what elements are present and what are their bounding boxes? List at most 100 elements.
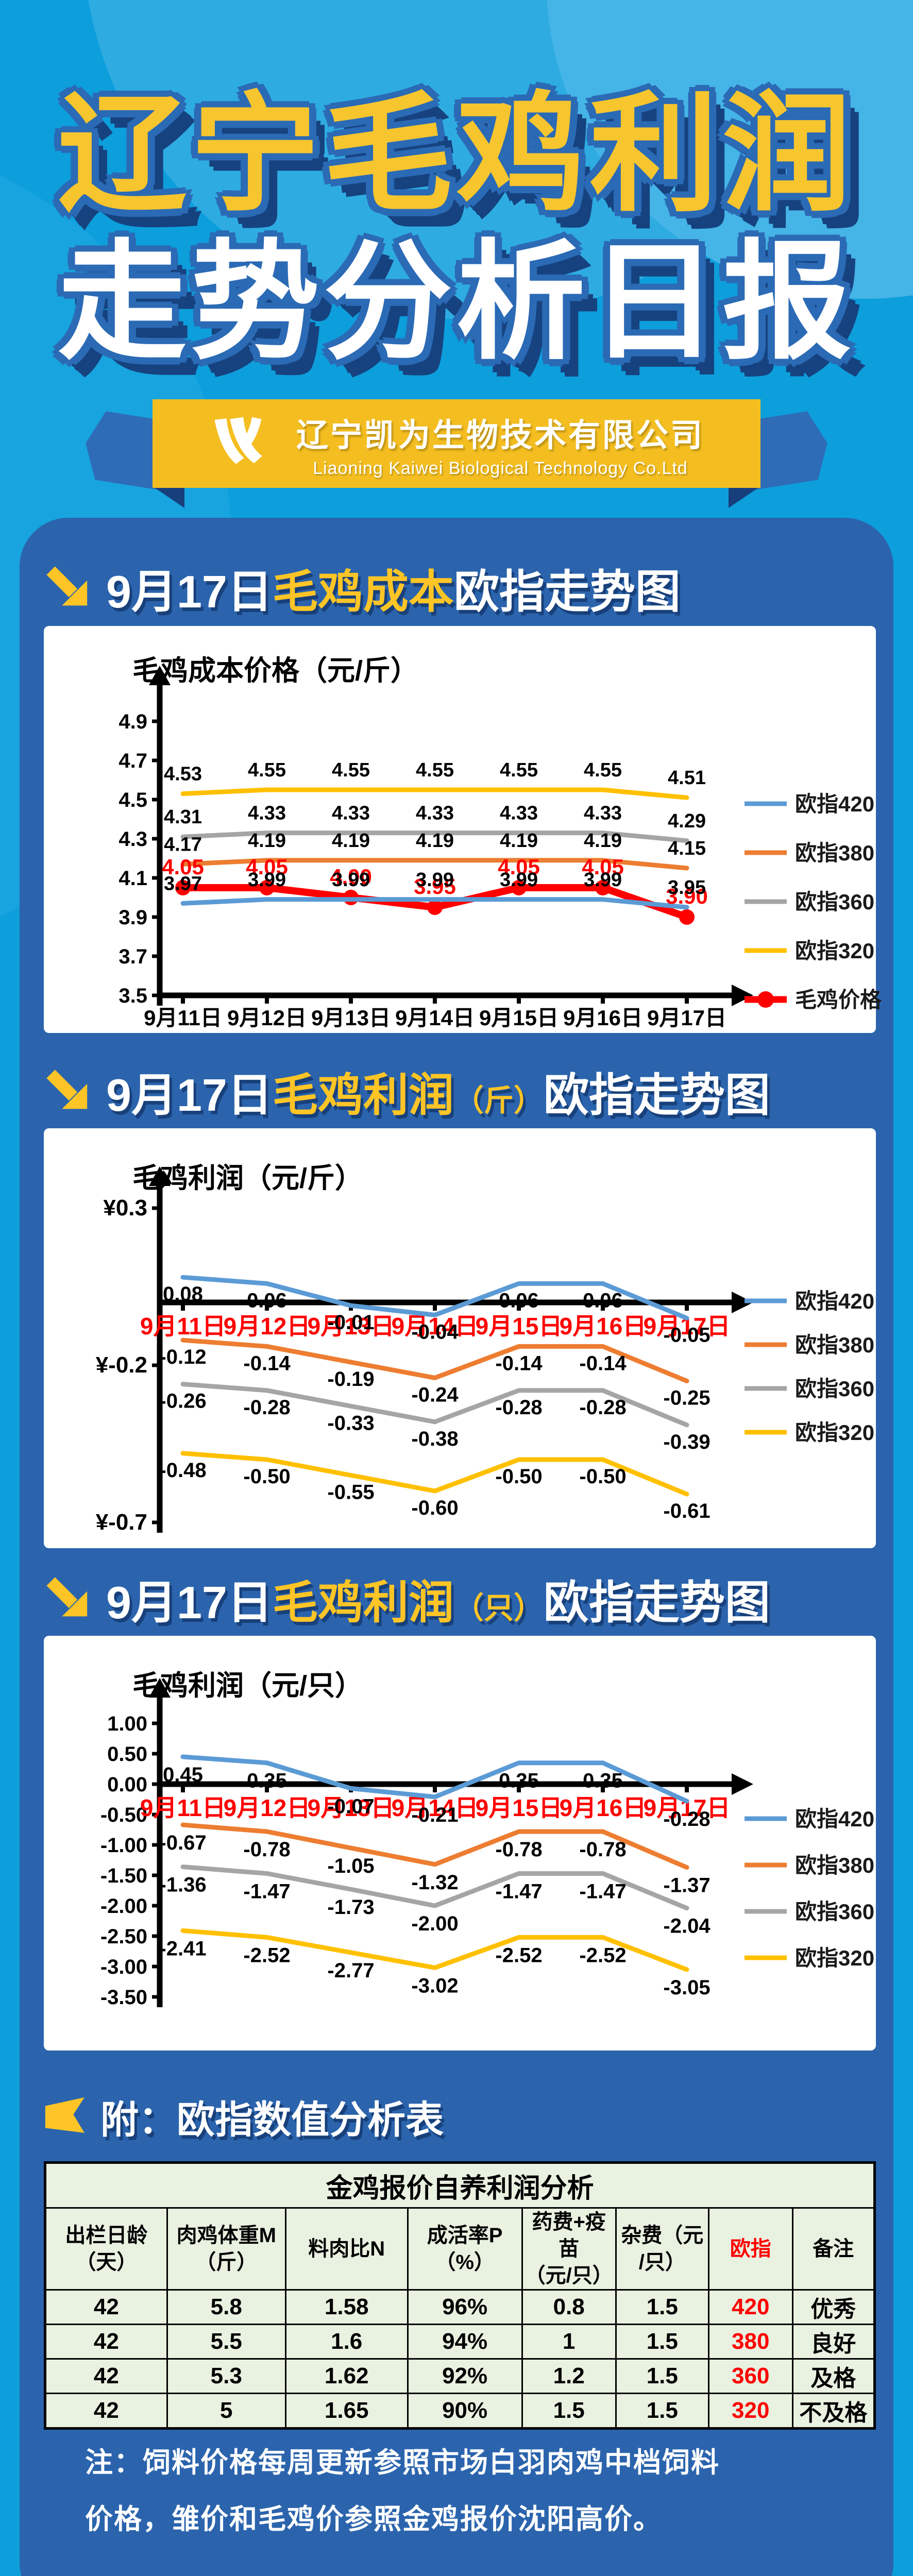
table-row: 42 5 1.65 90% 1.5 1.5 320 不及格	[44, 2393, 876, 2429]
table-header-cell: 杂费（元/只）	[615, 2207, 709, 2291]
data-label: -0.14	[579, 1352, 627, 1375]
data-label: 4.55	[332, 759, 370, 781]
table-cell: 1.62	[284, 2358, 409, 2394]
y-tick-label: 4.5	[119, 789, 147, 811]
data-label: -0.55	[327, 1481, 374, 1504]
series-欧指420	[180, 1275, 689, 1320]
table-cell: 420	[707, 2289, 793, 2325]
y-tick-label: ¥-0.7	[96, 1510, 147, 1535]
section-highlight: 毛鸡利润	[272, 1577, 454, 1628]
data-label: -0.28	[663, 1808, 710, 1831]
table-cell: 1.6	[284, 2324, 409, 2360]
table-cell: 1.5	[615, 2289, 709, 2325]
data-label: -0.14	[495, 1352, 543, 1375]
x-tick-label: 9月12日	[224, 1794, 311, 1821]
x-tick-label: 9月11日	[140, 1794, 226, 1821]
legend-label: 毛鸡价格	[795, 988, 882, 1012]
data-label: -1.36	[159, 1873, 206, 1896]
section-title: 附：欧指数值分析表	[100, 2098, 444, 2141]
series-欧指360	[180, 1864, 689, 1911]
y-tick-label: 4.1	[119, 867, 147, 890]
data-label: -0.05	[663, 1324, 710, 1347]
data-label: -1.32	[411, 1871, 458, 1894]
data-label: -0.38	[411, 1428, 458, 1450]
arrow-down-right-icon	[46, 566, 88, 606]
series-欧指420	[180, 1754, 689, 1804]
section-unit: （斤）	[453, 1084, 544, 1117]
series-欧指360	[180, 831, 689, 843]
data-label: -2.52	[243, 1944, 290, 1967]
table-cell: 42	[44, 2358, 168, 2394]
profit-per-bird-chart-card: 毛鸡利润（元/只） 1.00 0.50 0.00 -0.50 -1.00 -1.50 -2.0…	[44, 1636, 876, 2050]
table-header-cell: 成活率P （%）	[407, 2207, 523, 2291]
data-label: 3.99	[332, 869, 370, 891]
legend-label: 欧指320	[795, 939, 874, 963]
data-label: -1.05	[327, 1855, 374, 1877]
data-label: 4.19	[416, 830, 454, 852]
legend-label: 欧指380	[795, 1853, 874, 1877]
table-cell: 1	[521, 2324, 617, 2360]
data-label: -0.07	[327, 1795, 374, 1818]
data-label: -0.28	[579, 1396, 626, 1419]
profit-analysis-table-grid: 金鸡报价自养利润分析 出栏日龄 （天） 肉鸡体重M （斤） 料肉比N 成活率P （%） 药费+疫…	[44, 2161, 876, 2430]
legend-label: 欧指380	[795, 841, 874, 865]
ribbon-fold-right	[729, 486, 760, 508]
company-logo-icon	[214, 417, 262, 464]
section-title: 9月17日毛鸡利润（只）欧指走势图	[106, 1566, 770, 1632]
data-label: -3.02	[411, 1974, 458, 1997]
data-label: -0.28	[243, 1396, 290, 1419]
x-tick-label: 9月14日	[395, 1006, 475, 1030]
profit-per-jin-chart-card: 毛鸡利润（元/斤） ¥0.3 ¥-0.2 ¥-0.7 9月11日 9月12日 9月13日 9月…	[44, 1128, 876, 1548]
table-header-cell: 备注	[791, 2207, 876, 2291]
data-label: -0.67	[159, 1832, 206, 1854]
data-label: -0.26	[159, 1390, 206, 1413]
section-highlight: 毛鸡成本	[272, 566, 454, 617]
data-label: -0.25	[663, 1387, 710, 1410]
data-label: -1.47	[495, 1880, 542, 1903]
series-欧指320	[180, 787, 689, 800]
cost-chart-card: 毛鸡成本价格（元/斤） 4.9 4.7 4.5 4.3 4.1 3.9 3.7 3.5 9月11日…	[44, 626, 882, 1033]
x-tick-label: 9月17日	[647, 1006, 726, 1030]
data-label: 4.19	[248, 830, 286, 852]
data-label: -0.14	[243, 1352, 291, 1375]
table-cell: 5.8	[166, 2289, 286, 2325]
data-label: 4.05	[582, 855, 624, 879]
table-cell: 42	[44, 2289, 168, 2325]
data-label: -0.39	[663, 1431, 710, 1453]
data-label: 4.55	[248, 759, 286, 781]
table-cell: 92%	[407, 2358, 523, 2394]
data-label: -0.60	[411, 1497, 458, 1519]
company-name: 辽宁凯为生物技术有限公司	[296, 417, 704, 453]
data-label: -0.50	[495, 1465, 542, 1488]
data-label: 4.55	[416, 759, 454, 781]
table-cell: 1.5	[615, 2324, 709, 2360]
data-label: 4.33	[248, 803, 286, 824]
data-label: -0.24	[411, 1383, 459, 1406]
data-label: 3.99	[584, 869, 622, 891]
section-header-table: 附：欧指数值分析表	[44, 2089, 444, 2144]
table-cell: 94%	[407, 2324, 523, 2360]
data-label: 4.05	[246, 855, 288, 879]
data-label: 4.55	[584, 759, 622, 781]
data-label: 3.97	[164, 873, 202, 894]
data-label: 0.06	[583, 1289, 623, 1312]
section-date: 9月17日	[106, 566, 273, 617]
x-tick-label: 9月15日	[479, 1006, 559, 1030]
table-header-cell: 出栏日龄 （天）	[44, 2207, 168, 2291]
data-label: -0.04	[411, 1320, 459, 1343]
table-cell: 不及格	[791, 2393, 876, 2429]
y-tick-label: 0.00	[107, 1773, 147, 1796]
section-suffix: 欧指走势图	[543, 1577, 770, 1628]
data-label: 0.06	[247, 1289, 287, 1312]
data-label: 4.31	[164, 806, 202, 828]
data-label: 0.35	[583, 1770, 623, 1792]
y-tick-label: 3.7	[119, 945, 147, 968]
x-tick-label: 9月15日	[476, 1313, 563, 1340]
table-cell: 1.5	[521, 2393, 617, 2429]
series-欧指380	[180, 1337, 689, 1383]
table-title: 金鸡报价自养利润分析	[44, 2162, 875, 2209]
data-label: 4.15	[668, 838, 706, 859]
data-label: 0.45	[163, 1764, 203, 1786]
